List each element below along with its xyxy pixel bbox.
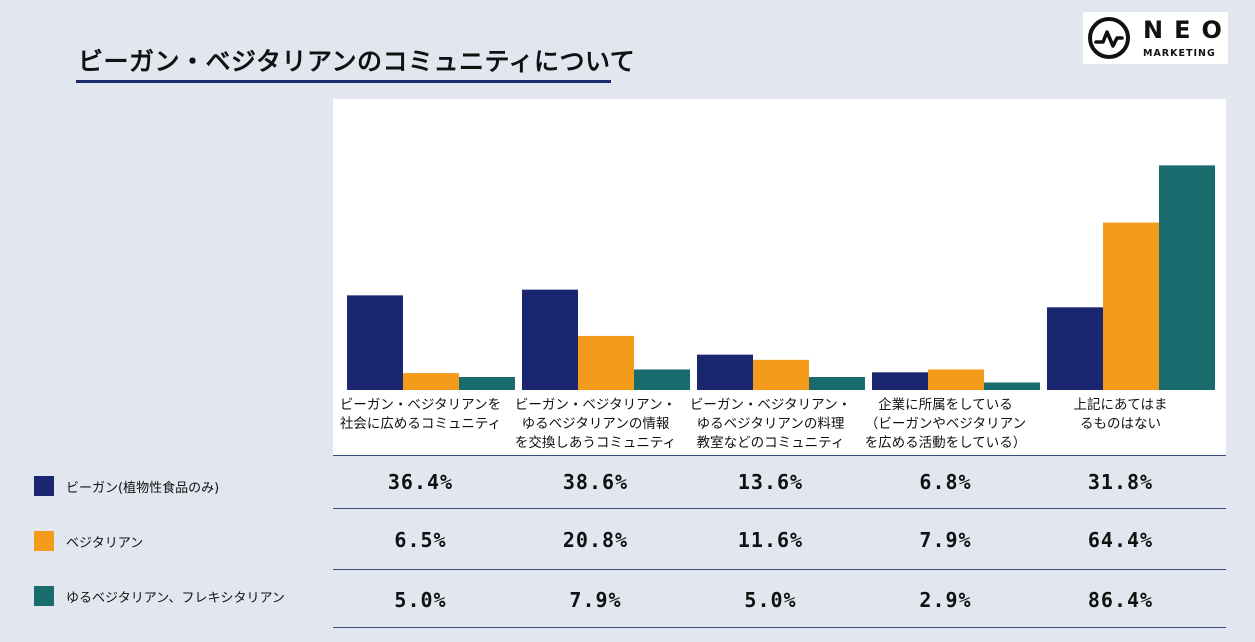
category-label: ビーガン・ベジタリアン・ ゆるベジタリアンの料理 教室などのコミュニティ — [689, 397, 852, 451]
bar-flexitarian — [984, 382, 1040, 390]
table-divider — [333, 508, 1226, 509]
legend-item-vegetarian: ベジタリアン — [34, 530, 143, 552]
page-title: ビーガン・ベジタリアンのコミュニティについて — [78, 47, 636, 76]
bar-vegan — [697, 354, 753, 390]
value-cell: 13.6% — [737, 470, 804, 494]
category-label: ビーガン・ベジタリアン・ ゆるベジタリアンの情報 を交換しあうコミュニティ — [514, 397, 677, 451]
value-cell: 7.9% — [919, 528, 972, 552]
logo-subtext: MARKETING — [1143, 48, 1216, 59]
legend-swatch — [34, 531, 54, 551]
bar-vegan — [872, 372, 928, 390]
legend-item-flexitarian: ゆるベジタリアン、フレキシタリアン — [34, 585, 285, 607]
table-divider — [333, 627, 1226, 628]
legend-swatch — [34, 586, 54, 606]
legend-item-vegan: ビーガン(植物性食品のみ) — [34, 475, 219, 497]
bar-vegetarian — [578, 335, 634, 390]
legend-label: ゆるベジタリアン、フレキシタリアン — [66, 590, 285, 606]
bar-flexitarian — [809, 377, 865, 390]
bar-vegan — [1047, 307, 1103, 390]
bar-chart — [347, 165, 1215, 390]
chart-panel: ビーガン・ベジタリアンを 社会に広めるコミュニティ ビーガン・ベジタリアン・ ゆ… — [333, 99, 1226, 455]
legend-swatch — [34, 476, 54, 496]
logo-pulse-icon — [1088, 17, 1130, 59]
value-cell: 11.6% — [737, 528, 804, 552]
category-label: ビーガン・ベジタリアンを 社会に広めるコミュニティ — [339, 397, 502, 432]
bar-vegan — [522, 289, 578, 390]
legend-label: ビーガン(植物性食品のみ) — [66, 480, 220, 496]
value-cell: 6.8% — [919, 470, 972, 494]
title-underline — [76, 80, 611, 83]
value-cell: 20.8% — [562, 528, 629, 552]
value-cell: 36.4% — [387, 470, 454, 494]
value-cell: 38.6% — [562, 470, 629, 494]
value-cell: 86.4% — [1087, 588, 1154, 612]
bar-vegetarian — [753, 359, 809, 390]
value-cell: 7.9% — [569, 588, 622, 612]
bar-vegetarian — [403, 373, 459, 390]
neo-marketing-logo: NEO MARKETING — [1083, 12, 1228, 64]
value-cell: 5.0% — [744, 588, 797, 612]
value-cell: 31.8% — [1087, 470, 1154, 494]
bar-vegetarian — [928, 369, 984, 390]
value-cell: 6.5% — [394, 528, 447, 552]
bar-flexitarian — [459, 377, 515, 390]
legend-label: ベジタリアン — [66, 535, 144, 551]
value-cell: 5.0% — [394, 588, 447, 612]
bar-flexitarian — [1159, 165, 1215, 390]
value-cell: 64.4% — [1087, 528, 1154, 552]
bar-vegan — [347, 295, 403, 390]
logo-text: NEO — [1143, 16, 1233, 44]
bar-flexitarian — [634, 369, 690, 390]
table-divider — [333, 569, 1226, 570]
table-divider — [333, 455, 1226, 456]
bar-vegetarian — [1103, 222, 1159, 390]
value-cell: 2.9% — [919, 588, 972, 612]
category-label: 企業に所属をしている （ビーガンやベジタリアン を広める活動をしている） — [864, 397, 1027, 451]
category-label: 上記にあてはま るものはない — [1073, 397, 1168, 432]
